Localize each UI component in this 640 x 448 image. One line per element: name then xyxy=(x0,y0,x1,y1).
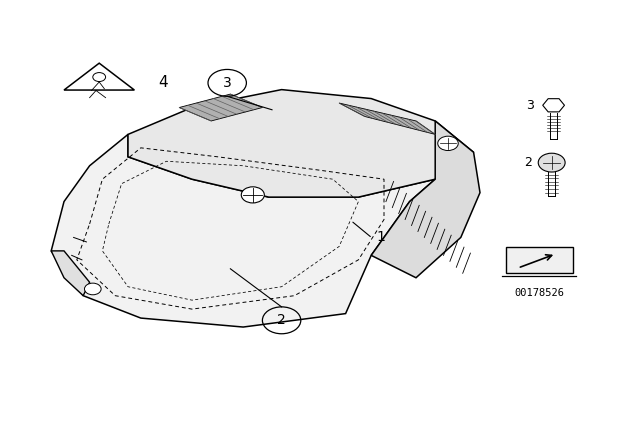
Text: 4: 4 xyxy=(158,75,168,90)
Circle shape xyxy=(538,153,565,172)
Polygon shape xyxy=(51,134,435,327)
Polygon shape xyxy=(339,103,435,134)
Polygon shape xyxy=(179,94,262,121)
Polygon shape xyxy=(543,99,564,112)
Text: 3: 3 xyxy=(223,76,232,90)
Text: 1: 1 xyxy=(376,230,385,245)
FancyBboxPatch shape xyxy=(506,247,573,273)
Circle shape xyxy=(84,283,101,295)
Polygon shape xyxy=(51,251,90,296)
Text: 3: 3 xyxy=(527,99,534,112)
Circle shape xyxy=(241,187,264,203)
Polygon shape xyxy=(128,90,474,197)
Circle shape xyxy=(438,136,458,151)
Text: 00178526: 00178526 xyxy=(515,289,564,298)
Polygon shape xyxy=(371,121,480,278)
Text: 2: 2 xyxy=(525,156,532,169)
Text: 2: 2 xyxy=(277,313,286,327)
